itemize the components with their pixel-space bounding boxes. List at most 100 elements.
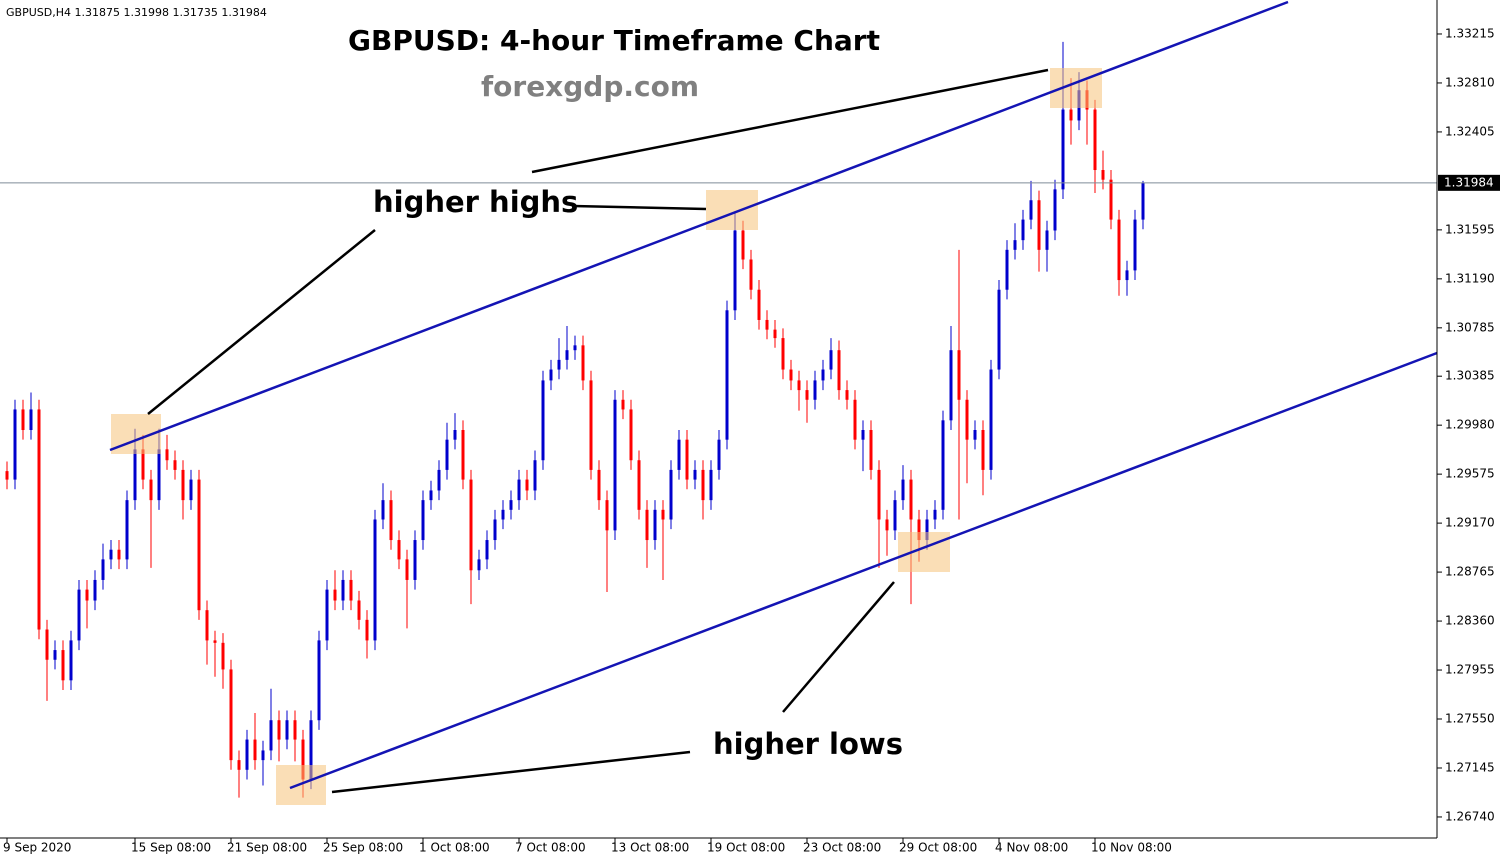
candle-body [645,509,649,541]
candle-body [269,720,273,751]
candle-body [765,319,769,330]
candle-body [501,509,505,520]
candle-body [725,310,729,440]
candle-body [949,350,953,421]
pointer-line [147,229,376,415]
candle-body [901,479,905,501]
candle-body [117,549,121,560]
x-tick-label: 7 Oct 08:00 [515,841,586,855]
candle-body [453,430,457,440]
candle-body [301,739,305,780]
x-tick-label: 10 Nov 08:00 [1091,841,1172,855]
candle-body [509,500,513,510]
candle-body [125,500,129,560]
candle-body [461,430,465,480]
candle-body [1093,109,1097,171]
candle-body [77,589,81,641]
candle-body [1133,219,1137,271]
candle-body [757,289,761,320]
candle-body [157,449,161,501]
candle-body [565,350,569,360]
candle-body [749,259,753,290]
candle-body [1141,182,1145,220]
candle-body [965,399,969,440]
pointer-line [782,581,895,713]
highlight-box [706,190,758,230]
pointer-line [331,750,691,794]
annotation: higher lows [713,727,903,761]
candle-body [101,559,105,580]
x-tick-label: 1 Oct 08:00 [419,841,490,855]
y-tick-label: 1.30785 [1445,320,1495,334]
candle-body [173,460,177,470]
candle-body [517,479,521,501]
y-tick-label: 1.29980 [1445,418,1495,432]
candle-body [925,519,929,541]
candle-body [677,439,681,470]
annotation: higher highs [373,185,578,219]
x-tick-label: 29 Oct 08:00 [899,841,977,855]
candle-body [973,430,977,440]
candle-body [541,380,545,461]
candle-body [717,439,721,470]
candle-body [309,720,313,780]
candle-body [21,409,25,431]
y-tick-label: 1.31190 [1445,271,1495,285]
candle-body [1109,179,1113,220]
x-tick-label: 25 Sep 08:00 [323,841,403,855]
candle-body [1029,200,1033,220]
candle-body [1013,240,1017,250]
candle-body [525,479,529,491]
candle-body [933,509,937,520]
candle-body [341,579,345,601]
y-tick-label: 1.32405 [1445,124,1495,138]
candle-body [445,439,449,470]
candle-body [557,359,561,370]
candle-body [365,619,369,641]
candle-body [629,409,633,461]
candle-body [853,399,857,440]
pointers [147,68,1049,794]
candle-body [493,519,497,541]
candle-body [325,589,329,641]
y-tick-label: 1.28360 [1445,614,1495,628]
candle-body [621,399,625,410]
candle-body [1061,109,1065,190]
x-tick-label: 4 Nov 08:00 [995,841,1068,855]
candle-body [701,469,705,501]
candle-body [373,519,377,641]
x-tick-label: 21 Sep 08:00 [227,841,307,855]
candle-body [261,750,265,761]
candle-body [181,469,185,501]
y-tick-label: 1.26740 [1445,809,1495,823]
highlight-box [898,532,950,572]
chart-subtitle: forexgdp.com [481,70,699,103]
candle-body [957,350,961,400]
candle-body [477,559,481,571]
candle-body [13,409,17,480]
candle-body [573,345,577,351]
candle-body [61,650,65,681]
candle-body [29,409,33,431]
candle-body [789,369,793,381]
candle-body [613,399,617,531]
candle-body [221,642,225,670]
current-price-label: 1.31984 [1444,175,1494,189]
y-tick-label: 1.32810 [1445,75,1495,89]
candle-body [1037,200,1041,250]
candle-body [53,650,57,660]
candle-body [85,589,89,601]
lower-trendline [289,351,1438,790]
candle-body [709,469,713,501]
candle-body [1117,219,1121,281]
candle-body [869,430,873,470]
candle-body [45,629,49,660]
candle-body [893,500,897,531]
symbol-info: GBPUSD,H4 1.31875 1.31998 1.31735 1.3198… [6,6,267,19]
candle-body [989,369,993,470]
pointer-line [531,68,1049,174]
candle-body [485,540,489,560]
